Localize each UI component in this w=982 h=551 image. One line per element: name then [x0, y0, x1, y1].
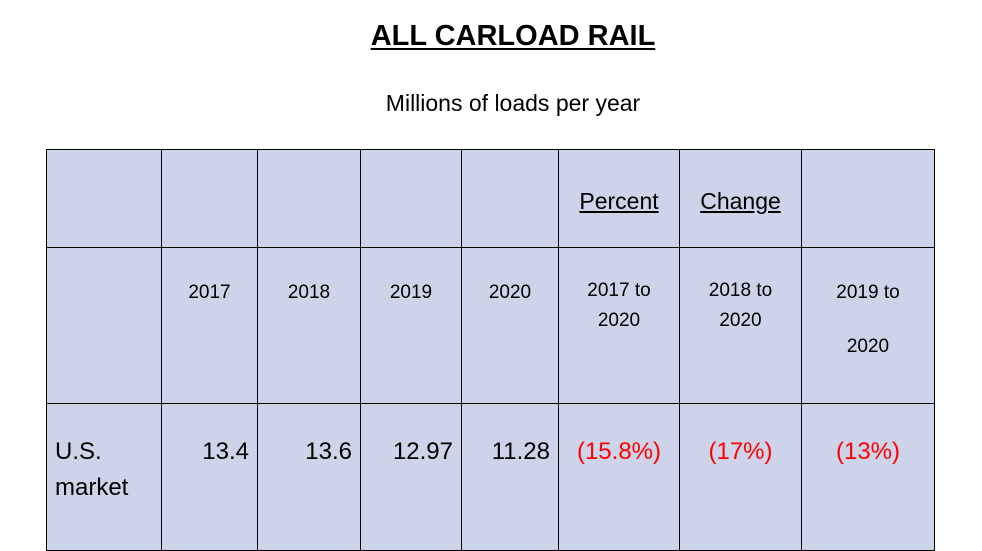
- header-row-top: Percent Change: [46, 149, 935, 248]
- percent-header: Percent: [558, 149, 680, 248]
- change-2017-2020-header-line2: 2020: [597, 310, 641, 331]
- value-2020: 11.28: [461, 403, 559, 551]
- page-title: ALL CARLOAD RAIL: [370, 20, 656, 52]
- value-2018: 13.6: [257, 403, 361, 551]
- year-2020-header: 2020: [461, 247, 559, 404]
- year-2017-header: 2017: [161, 247, 258, 404]
- blank-cell: [360, 149, 462, 248]
- blank-cell: [46, 149, 162, 248]
- change-2019-2020-header-line2: 2020: [846, 336, 890, 357]
- blank-cell: [801, 149, 935, 248]
- percent-change-2017-2020: (15.8%): [558, 403, 680, 551]
- blank-cell: [161, 149, 258, 248]
- row-label: U.S. market: [46, 403, 162, 551]
- header-row-years: 2017 2018 2019 2020 2017 to 2020 2018 to…: [46, 247, 935, 404]
- change-2017-2020-header: 2017 to 2020: [558, 247, 680, 404]
- blank-cell: [461, 149, 559, 248]
- change-2019-2020-header: 2019 to 2020: [801, 247, 935, 404]
- year-2018-header: 2018: [257, 247, 361, 404]
- table-row: U.S. market 13.4 13.6 12.97 11.28 (15.8%…: [46, 403, 935, 551]
- value-2019: 12.97: [360, 403, 462, 551]
- blank-cell: [257, 149, 361, 248]
- change-2018-2020-header-line1: 2018 to: [708, 280, 773, 301]
- change-2018-2020-header-line2: 2020: [719, 310, 762, 331]
- change-2019-2020-header-line1: 2019 to: [836, 282, 900, 303]
- carload-table: Percent Change 2017 2018 2019 2020 2017 …: [46, 149, 935, 551]
- value-2017: 13.4: [161, 403, 258, 551]
- year-2019-header: 2019: [360, 247, 462, 404]
- change-2017-2020-header-line1: 2017 to: [587, 280, 651, 301]
- change-header: Change: [679, 149, 802, 248]
- change-2018-2020-header: 2018 to 2020: [679, 247, 802, 404]
- percent-change-2018-2020: (17%): [679, 403, 802, 551]
- page-subtitle: Millions of loads per year: [385, 90, 641, 116]
- blank-cell: [46, 247, 162, 404]
- percent-change-2019-2020: (13%): [801, 403, 935, 551]
